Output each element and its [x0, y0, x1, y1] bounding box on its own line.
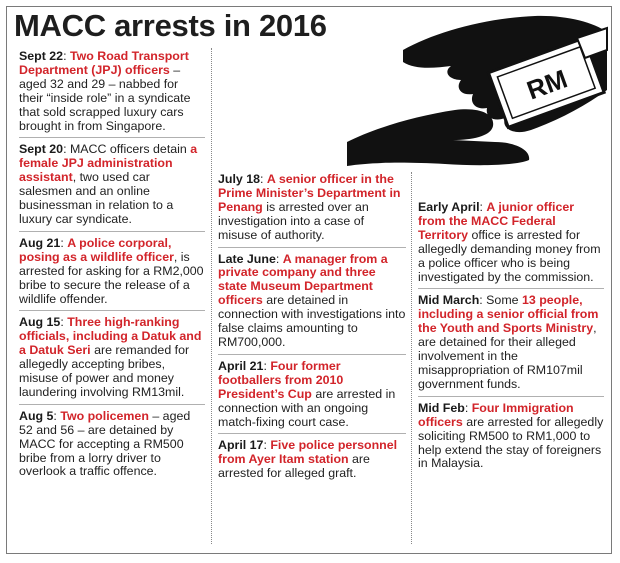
list-item: July 18: A senior officer in the Prime M… [218, 172, 406, 248]
list-item: Sept 22: Two Road Transport Department (… [19, 49, 205, 139]
hand-passing-cash-icon: RM [347, 15, 608, 166]
list-item: Early April: A junior officer from the M… [418, 200, 604, 290]
list-item: Aug 15: Three high-ranking officials, in… [19, 315, 205, 405]
column-divider [411, 172, 412, 544]
list-item: Sept 20: MACC officers detain a female J… [19, 142, 205, 232]
column-divider [211, 48, 212, 544]
page-title: MACC arrests in 2016 [14, 8, 327, 43]
list-item: Aug 5: Two policemen – aged 52 and 56 – … [19, 408, 191, 479]
list-item: Mid March: Some 13 people, including a s… [418, 293, 604, 397]
list-item: April 21: Four former footballers from 2… [218, 359, 406, 435]
column-1: Sept 22: Two Road Transport Department (… [19, 49, 205, 487]
infographic-frame [6, 6, 612, 554]
column-3: Early April: A junior officer from the M… [418, 200, 604, 479]
list-item: Aug 21: A police corporal, posing as a w… [19, 236, 205, 312]
list-item: Mid Feb: Four Immigration officers are a… [418, 400, 604, 471]
list-item: Late June: A manager from a private comp… [218, 252, 406, 355]
list-item: April 17: Five police personnel from Aye… [218, 438, 398, 481]
column-2: July 18: A senior officer in the Prime M… [218, 172, 406, 489]
